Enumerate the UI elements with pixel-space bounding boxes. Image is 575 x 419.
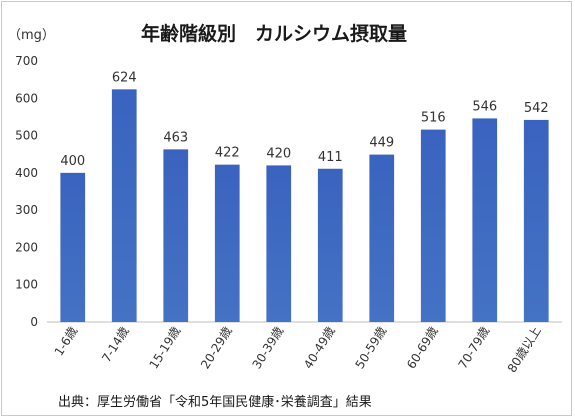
bar-8 <box>472 118 498 322</box>
x-tick-label: 1-6歳 <box>52 324 81 358</box>
y-axis-ticks: 0 100 200 300 400 500 600 700 <box>15 54 38 329</box>
y-tick-label: 0 <box>30 315 38 329</box>
x-tick-label: 7-14歳 <box>99 324 132 365</box>
chart-title: 年齢階級別 カルシウム摂取量 <box>141 22 407 45</box>
y-tick-label: 500 <box>15 129 38 143</box>
bar-3 <box>214 164 240 322</box>
x-tick-label: 30-39歳 <box>250 324 287 371</box>
bar-9 <box>523 119 549 322</box>
data-label-0: 400 <box>60 154 85 169</box>
data-label-7: 516 <box>421 111 446 126</box>
data-label-4: 420 <box>266 146 291 161</box>
y-tick-label: 300 <box>15 203 38 217</box>
y-tick-label: 700 <box>15 54 38 68</box>
data-label-9: 542 <box>524 101 549 116</box>
data-labels: 400 624 463 422 420 411 449 516 546 542 <box>60 70 548 169</box>
y-tick-label: 200 <box>15 240 38 254</box>
x-tick-label: 50-59歳 <box>353 324 390 371</box>
y-axis-unit: （mg） <box>8 28 55 43</box>
x-tick-label: 20-29歳 <box>198 324 235 371</box>
y-tick-label: 600 <box>15 91 38 105</box>
bars <box>60 89 549 322</box>
bar-7 <box>420 129 446 322</box>
source-note: 出典：厚生労働省「令和5年国民健康･栄養調査」結果 <box>58 394 372 410</box>
bar-5 <box>317 168 343 322</box>
x-tick-label: 80歳以上 <box>505 324 544 375</box>
bar-1 <box>111 89 137 322</box>
bar-4 <box>266 165 292 322</box>
y-tick-label: 100 <box>15 278 38 292</box>
y-tick-label: 400 <box>15 166 38 180</box>
data-label-1: 624 <box>112 70 137 85</box>
bar-0 <box>60 172 86 322</box>
x-axis-ticks: 1-6歳 7-14歳 15-19歳 20-29歳 30-39歳 40-49歳 50-59歳 6… <box>52 324 544 375</box>
data-label-5: 411 <box>318 150 343 165</box>
data-label-6: 449 <box>369 136 394 151</box>
x-tick-label: 60-69歳 <box>404 324 441 371</box>
x-tick-label: 70-79歳 <box>456 324 493 371</box>
data-label-8: 546 <box>472 99 497 114</box>
data-label-2: 463 <box>163 130 188 145</box>
data-label-3: 422 <box>215 146 240 161</box>
bar-2 <box>163 149 189 322</box>
x-tick-label: 40-49歳 <box>301 324 338 371</box>
bar-6 <box>369 154 395 322</box>
x-tick-label: 15-19歳 <box>147 324 184 371</box>
